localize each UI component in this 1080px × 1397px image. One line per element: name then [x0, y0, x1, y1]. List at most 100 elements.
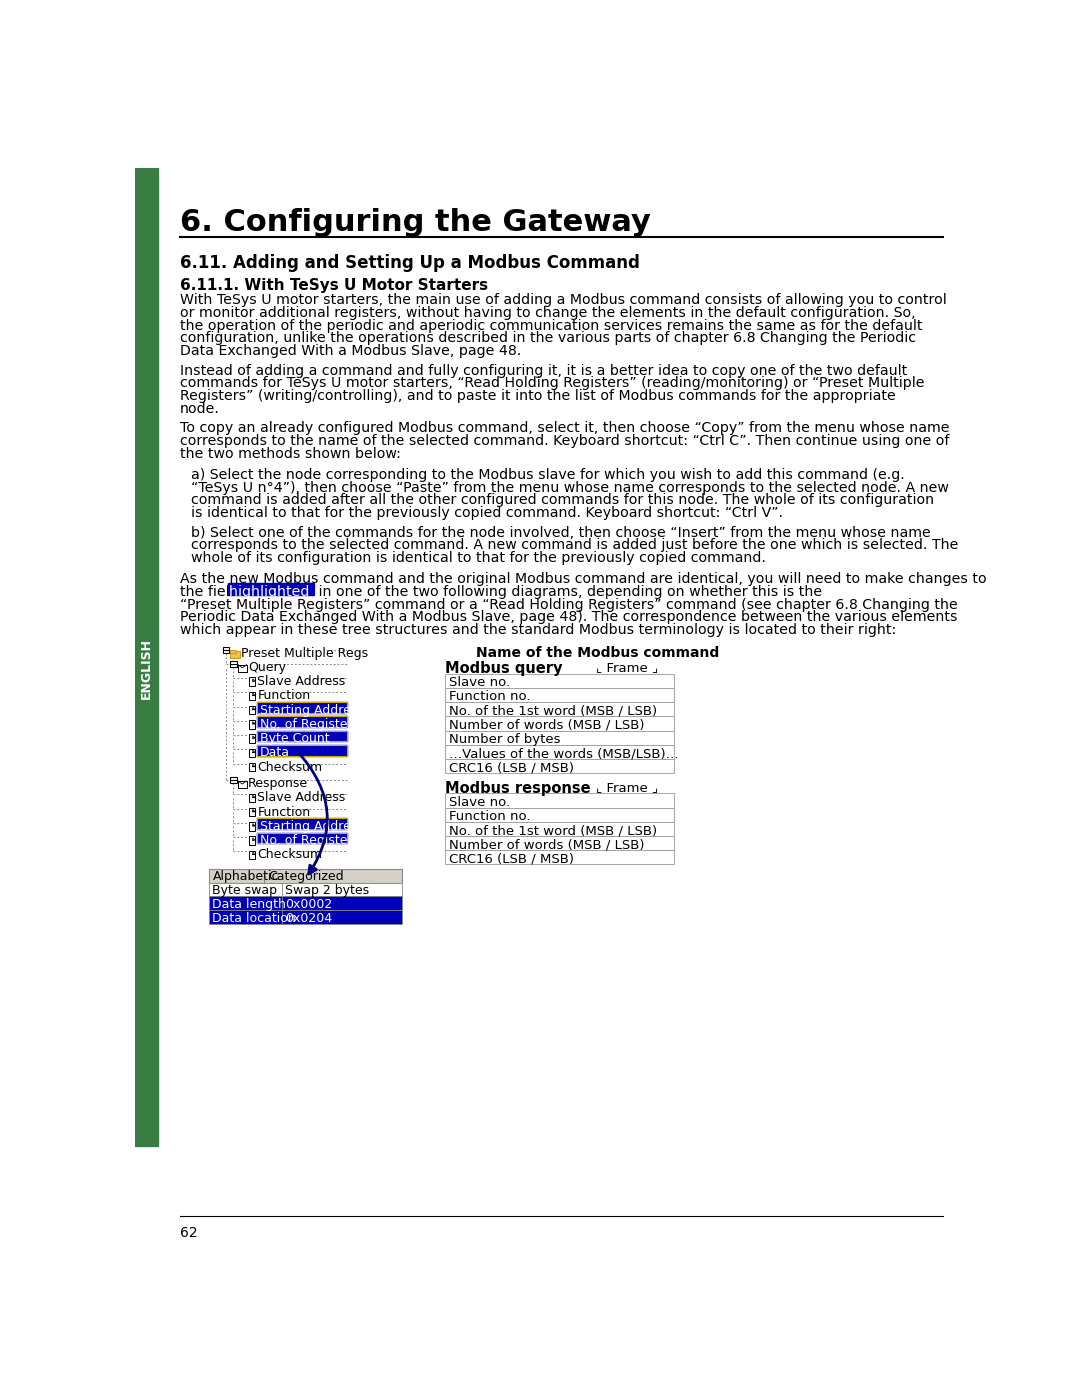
Text: Swap 2 bytes: Swap 2 bytes [285, 884, 369, 897]
Text: Function no.: Function no. [449, 690, 530, 703]
Text: the operation of the periodic and aperiodic communication services remains the s: the operation of the periodic and aperio… [180, 319, 922, 332]
Bar [208, 911, 403, 925]
Bar [257, 731, 347, 742]
Bar [208, 883, 403, 897]
Text: a) Select the node corresponding to the Modbus slave for which you wish to add t: a) Select the node corresponding to the … [191, 468, 905, 482]
Bar [257, 703, 347, 712]
Bar [257, 703, 347, 712]
Text: ⌞ Frame ⌟: ⌞ Frame ⌟ [596, 661, 659, 675]
Text: Registers” (writing/controlling), and to paste it into the list of Modbus comman: Registers” (writing/controlling), and to… [180, 388, 895, 402]
Bar [208, 869, 403, 883]
Text: 6. Configuring the Gateway: 6. Configuring the Gateway [180, 208, 651, 236]
Bar [230, 651, 235, 652]
Text: Periodic Data Exchanged With a Modbus Slave, page 48). The correspondence betwee: Periodic Data Exchanged With a Modbus Sl… [180, 610, 958, 624]
Text: the fields: the fields [180, 585, 251, 599]
Bar [257, 833, 347, 844]
Bar [257, 833, 347, 844]
Bar [445, 851, 674, 865]
Text: command is added after all the other configured commands for this node. The whol: command is added after all the other con… [191, 493, 934, 507]
Text: Modbus response: Modbus response [445, 781, 591, 796]
Text: Categorized: Categorized [268, 870, 343, 883]
Text: Number of bytes: Number of bytes [449, 733, 561, 746]
Text: Data: Data [260, 746, 289, 760]
Bar [445, 821, 674, 835]
Bar [238, 665, 246, 672]
Text: ⌞ Frame ⌟: ⌞ Frame ⌟ [596, 781, 659, 793]
Bar [257, 745, 347, 756]
Bar [248, 807, 255, 816]
Text: 0x0002: 0x0002 [285, 898, 333, 911]
Text: Starting Address: Starting Address [260, 704, 364, 717]
Text: No. of the 1st word (MSB / LSB): No. of the 1st word (MSB / LSB) [449, 704, 657, 717]
Text: Instead of adding a command and fully configuring it, it is a better idea to cop: Instead of adding a command and fully co… [180, 363, 907, 377]
Text: To copy an already configured Modbus command, select it, then choose “Copy” from: To copy an already configured Modbus com… [180, 422, 949, 436]
Text: node.: node. [180, 402, 220, 416]
Bar [248, 793, 255, 802]
Bar [257, 731, 347, 742]
Text: Slave Address: Slave Address [257, 791, 346, 805]
Text: No. of Registers: No. of Registers [260, 834, 359, 847]
Text: Response: Response [248, 777, 308, 791]
Bar [445, 759, 674, 774]
Bar [222, 647, 229, 652]
Text: corresponds to the selected command. A new command is added just before the one : corresponds to the selected command. A n… [191, 538, 958, 552]
Bar [248, 678, 255, 686]
Bar [248, 823, 255, 831]
Bar [257, 819, 347, 828]
Text: Data Exchanged With a Modbus Slave, page 48.: Data Exchanged With a Modbus Slave, page… [180, 344, 522, 358]
Bar [230, 777, 237, 784]
Bar [135, 168, 159, 1146]
Text: …Values of the words (MSB/LSB)…: …Values of the words (MSB/LSB)… [449, 747, 678, 760]
Bar [230, 651, 240, 658]
Text: 0x0204: 0x0204 [285, 912, 333, 925]
Text: Function: Function [257, 689, 311, 703]
Text: Slave no.: Slave no. [449, 676, 510, 689]
Text: is identical to that for the previously copied command. Keyboard shortcut: “Ctrl: is identical to that for the previously … [191, 506, 783, 520]
Text: CRC16 (LSB / MSB): CRC16 (LSB / MSB) [449, 852, 573, 866]
Text: “Preset Multiple Registers” command or a “Read Holding Registers” command (see c: “Preset Multiple Registers” command or a… [180, 598, 958, 612]
Text: Byte Count: Byte Count [260, 732, 329, 745]
Text: configuration, unlike the operations described in the various parts of chapter 6: configuration, unlike the operations des… [180, 331, 916, 345]
Text: Byte swap: Byte swap [212, 884, 276, 897]
Text: Checksum: Checksum [257, 760, 323, 774]
Text: No. of the 1st word (MSB / LSB): No. of the 1st word (MSB / LSB) [449, 824, 657, 837]
Text: “TeSys U n°4”), then choose “Paste” from the menu whose name corresponds to the : “TeSys U n°4”), then choose “Paste” from… [191, 481, 948, 495]
Bar [445, 793, 674, 807]
Text: Query: Query [248, 661, 286, 673]
Bar [248, 705, 255, 714]
Text: Name of the Modbus command: Name of the Modbus command [476, 645, 719, 659]
Text: highlighted in blue: highlighted in blue [229, 585, 362, 599]
Text: Data location: Data location [212, 912, 296, 925]
Bar [257, 717, 347, 726]
Text: Checksum: Checksum [257, 848, 323, 862]
Bar [445, 807, 674, 821]
Bar [445, 745, 674, 759]
Text: 62: 62 [180, 1227, 198, 1241]
Text: the two methods shown below:: the two methods shown below: [180, 447, 401, 461]
FancyArrowPatch shape [298, 752, 327, 875]
Text: No. of Registers: No. of Registers [260, 718, 359, 731]
Text: Data length: Data length [212, 898, 285, 911]
Text: 6.11.1. With TeSys U Motor Starters: 6.11.1. With TeSys U Motor Starters [180, 278, 488, 293]
Text: Modbus query: Modbus query [445, 661, 563, 676]
Bar [445, 717, 674, 731]
Text: Slave Address: Slave Address [257, 675, 346, 689]
Text: Function: Function [257, 806, 311, 819]
Bar [230, 661, 237, 666]
Bar [228, 584, 314, 595]
Text: which appear in these tree structures and the standard Modbus terminology is loc: which appear in these tree structures an… [180, 623, 896, 637]
Text: CRC16 (LSB / MSB): CRC16 (LSB / MSB) [449, 761, 573, 774]
Text: Number of words (MSB / LSB): Number of words (MSB / LSB) [449, 838, 645, 851]
Bar [248, 692, 255, 700]
Text: b) Select one of the commands for the node involved, then choose “Insert” from t: b) Select one of the commands for the no… [191, 525, 931, 539]
Text: With TeSys U motor starters, the main use of adding a Modbus command consists of: With TeSys U motor starters, the main us… [180, 293, 947, 307]
Text: corresponds to the name of the selected command. Keyboard shortcut: “Ctrl C”. Th: corresponds to the name of the selected … [180, 434, 949, 448]
Text: commands for TeSys U motor starters, “Read Holding Registers” (reading/monitorin: commands for TeSys U motor starters, “Re… [180, 376, 924, 390]
Text: whole of its configuration is identical to that for the previously copied comman: whole of its configuration is identical … [191, 550, 766, 566]
Bar [445, 703, 674, 717]
Bar [248, 749, 255, 757]
Text: Number of words (MSB / LSB): Number of words (MSB / LSB) [449, 718, 645, 732]
Bar [257, 819, 347, 828]
Text: in one of the two following diagrams, depending on whether this is the: in one of the two following diagrams, de… [313, 585, 822, 599]
Text: ENGLISH: ENGLISH [140, 637, 153, 698]
